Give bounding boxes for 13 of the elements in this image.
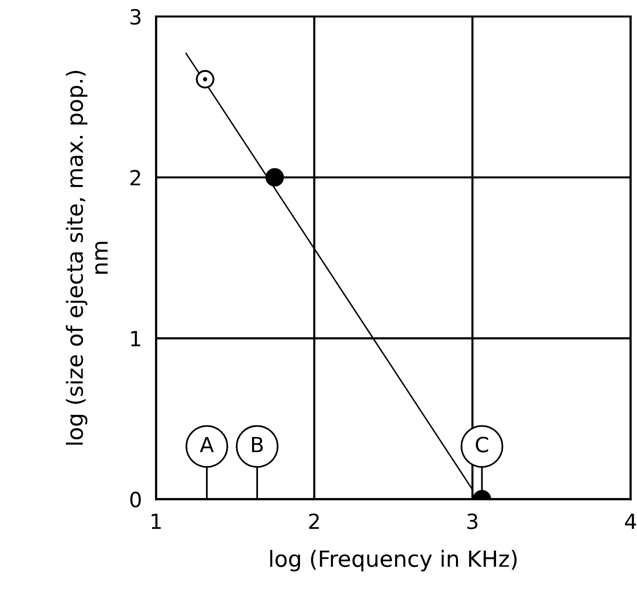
annotation: A bbox=[200, 436, 214, 452]
x-tick-label: 4 bbox=[625, 514, 636, 529]
y-axis-title: log (size of ejecta site, max. pop.) nm bbox=[66, 70, 108, 445]
y-tick-label: 3 bbox=[130, 8, 141, 25]
x-axis-title: log (Frequency in KHz) bbox=[270, 550, 517, 572]
x-tick-label: 2 bbox=[309, 513, 319, 529]
annotation: B bbox=[252, 436, 263, 452]
y-tick-label: 2 bbox=[130, 170, 140, 186]
annotation: C bbox=[476, 436, 488, 452]
x-tick-label: 1 bbox=[152, 514, 161, 529]
y-tick-label: 1 bbox=[131, 331, 140, 346]
x-tick-label: 3 bbox=[467, 513, 478, 530]
y-tick-label: 0 bbox=[130, 492, 141, 508]
